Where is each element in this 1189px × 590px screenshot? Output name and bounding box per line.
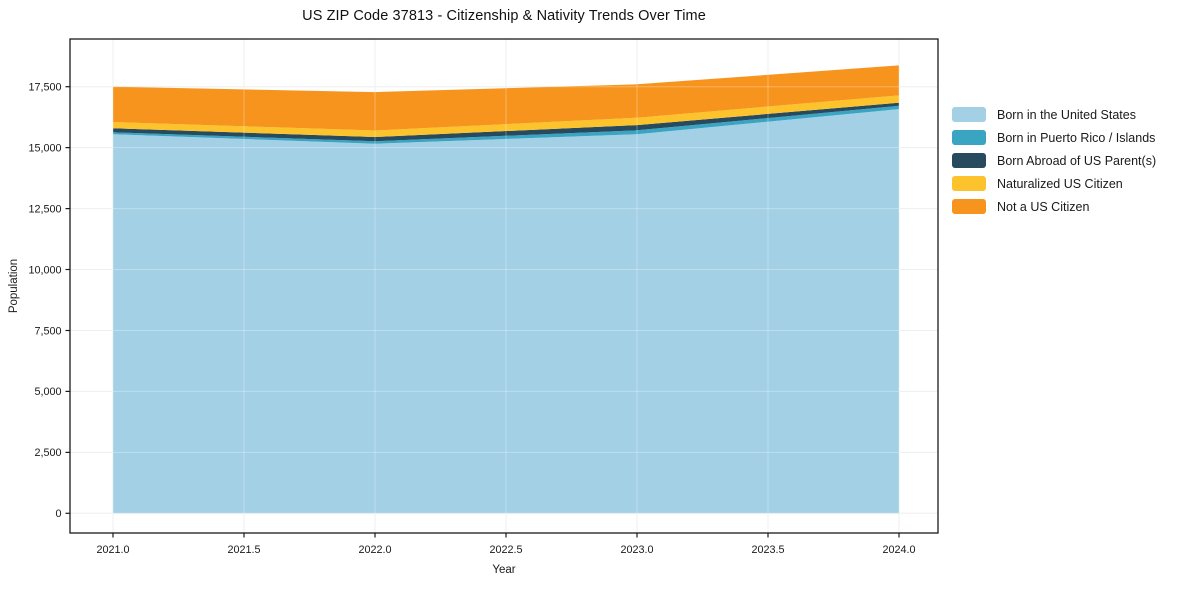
legend-item-born-abroad-of-us-parent-s: Born Abroad of US Parent(s): [952, 149, 1156, 172]
area-naturalized-us-citizen: [113, 95, 899, 137]
x-tick-label: 2021.5: [227, 544, 260, 556]
x-tick-label: 2021.0: [96, 544, 129, 556]
y-tick-label: 12,500: [28, 203, 61, 215]
plot-frame: [69, 38, 939, 534]
x-tick-label: 2024.0: [882, 544, 915, 556]
y-tick-label: 10,000: [28, 264, 61, 276]
chart-title: US ZIP Code 37813 - Citizenship & Nativi…: [302, 8, 706, 24]
y-tick-label: 15,000: [28, 142, 61, 154]
y-tick-label: 2,500: [34, 447, 61, 459]
x-tick-label: 2023.0: [620, 544, 653, 556]
legend-item-not-a-us-citizen: Not a US Citizen: [952, 195, 1156, 218]
legend-item-naturalized-us-citizen: Naturalized US Citizen: [952, 172, 1156, 195]
legend-label: Born Abroad of US Parent(s): [997, 153, 1157, 168]
y-tick-label: 17,500: [28, 82, 61, 94]
legend-label: Not a US Citizen: [997, 199, 1090, 214]
y-axis-label: Population: [8, 258, 20, 314]
legend-label: Born in Puerto Rico / Islands: [997, 130, 1156, 145]
area-not-a-us-citizen: [113, 65, 899, 131]
legend-label: Naturalized US Citizen: [997, 176, 1123, 191]
legend-item-born-in-the-united-states: Born in the United States: [952, 103, 1156, 126]
y-tick-label: 7,500: [34, 325, 61, 337]
legend-item-born-in-puerto-rico-islands: Born in Puerto Rico / Islands: [952, 126, 1156, 149]
x-tick-label: 2023.5: [751, 544, 784, 556]
legend-swatch: [952, 107, 986, 122]
legend-label: Born in the United States: [997, 107, 1136, 122]
area-born-in-the-united-states: [113, 109, 899, 514]
legend-swatch: [952, 176, 986, 191]
y-tick-label: 0: [55, 508, 61, 520]
x-tick-label: 2022.5: [489, 544, 522, 556]
x-axis-label: Year: [492, 564, 516, 576]
legend-swatch: [952, 130, 986, 145]
area-born-in-puerto-rico-islands: [113, 105, 899, 144]
x-tick-label: 2022.0: [358, 544, 391, 556]
legend-swatch: [952, 199, 986, 214]
y-tick-label: 5,000: [34, 386, 61, 398]
legend: Born in the United States Born in Puerto …: [952, 103, 1156, 218]
legend-swatch: [952, 153, 986, 168]
area-born-abroad-of-us-parent-s: [113, 102, 899, 142]
